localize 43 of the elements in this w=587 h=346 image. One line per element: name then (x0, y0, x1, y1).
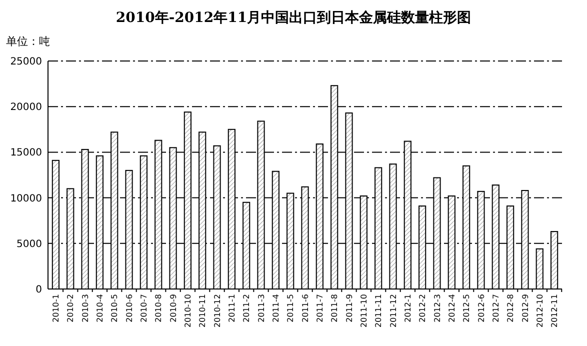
x-tick-label: 2011-7 (315, 294, 324, 322)
x-tick-label: 2011-8 (330, 294, 340, 322)
x-tick-label: 2012-8 (506, 294, 516, 322)
x-tick-label: 2010-9 (168, 294, 178, 322)
x-tick-label: 2010-7 (139, 294, 148, 322)
y-tick-label: 20000 (10, 102, 42, 114)
x-tick-label: 2011-12 (388, 294, 398, 328)
x-tick-label: 2011-9 (344, 294, 354, 322)
y-tick-label: 15000 (10, 148, 42, 159)
y-tick-label: 0 (36, 284, 42, 296)
x-tick-label: 2012-9 (520, 294, 530, 322)
x-tick-label: 2010-11 (198, 294, 208, 328)
x-tick-label: 2012-7 (491, 294, 500, 322)
x-tick-label: 2010-8 (154, 294, 164, 322)
x-tick-label: 2012-4 (447, 294, 456, 322)
x-tick-label: 2012-2 (418, 294, 428, 322)
x-tick-label: 2011-4 (271, 294, 280, 322)
x-tick-label: 2012-6 (476, 294, 486, 322)
x-tick-label: 2012-5 (462, 294, 472, 322)
text: 单位：吨 (6, 35, 50, 48)
x-tick-label: 2012-11 (550, 294, 560, 328)
x-tick-label: 2012-10 (535, 294, 544, 328)
x-tick-label: 2012-3 (432, 294, 442, 322)
x-tick-label: 2011-1 (227, 294, 236, 322)
x-tick-label: 2011-6 (300, 294, 310, 322)
x-tick-label: 2010-3 (80, 294, 90, 322)
x-tick-label: 2010-4 (95, 294, 104, 322)
x-tick-label: 2010-6 (124, 294, 134, 322)
x-tick-label: 2010-12 (212, 294, 222, 328)
y-tick-label: 10000 (10, 193, 42, 204)
x-tick-label: 2011-3 (256, 294, 266, 322)
x-tick-label: 2010-5 (110, 294, 120, 322)
x-tick-label: 2010-2 (66, 294, 76, 322)
y-tick-label: 5000 (16, 238, 42, 250)
y-tick-label: 25000 (10, 56, 42, 68)
x-tick-label: 2011-5 (286, 294, 296, 322)
x-tick-label: 2012-1 (403, 294, 412, 322)
x-tick-label: 2010-1 (52, 294, 60, 322)
chart-title: 2010年-2012年11月中国出口到日本金属硅数量柱形图 (116, 10, 472, 26)
x-tick-label: 2011-10 (359, 294, 368, 328)
x-tick-label: 2011-11 (374, 294, 384, 328)
x-tick-label: 2011-2 (242, 294, 252, 322)
x-tick-label: 2010-10 (183, 294, 192, 328)
